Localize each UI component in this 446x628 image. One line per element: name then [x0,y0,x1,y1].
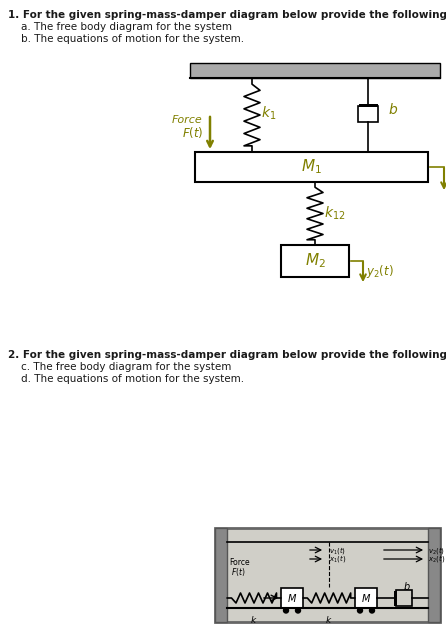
Circle shape [358,608,363,613]
Bar [358,106,378,122]
Text: $x_1(t)$: $x_1(t)$ [329,553,346,565]
Text: Force: Force [172,115,203,125]
Text: $M$: $M$ [361,592,371,604]
Bar [396,590,412,606]
Bar [355,588,377,608]
Bar [215,528,440,622]
Text: $F(t)$: $F(t)$ [231,566,246,578]
Text: b. The equations of motion for the system.: b. The equations of motion for the syste… [8,34,244,44]
Bar [195,152,428,182]
Bar [190,63,440,78]
Bar [215,528,227,622]
Text: d. The equations of motion for the system.: d. The equations of motion for the syste… [8,374,244,384]
Text: $k_{12}$: $k_{12}$ [324,205,346,222]
Circle shape [369,608,375,613]
Text: 1. For the given spring-mass-damper diagram below provide the following:: 1. For the given spring-mass-damper diag… [8,10,446,20]
Circle shape [284,608,289,613]
Circle shape [296,608,301,613]
Text: $v_1(t)$: $v_1(t)$ [329,544,346,556]
Text: $x_2(t)$: $x_2(t)$ [428,553,445,565]
Text: $k_1$: $k_1$ [261,104,276,122]
Text: $F(t)$: $F(t)$ [182,124,203,139]
Bar [281,588,303,608]
Text: $k$: $k$ [250,614,258,625]
Text: Force: Force [229,558,250,567]
Text: $b$: $b$ [388,102,398,117]
Text: $M_2$: $M_2$ [305,252,326,270]
Text: $y_2(t)$: $y_2(t)$ [366,263,394,279]
Bar [281,245,349,277]
Text: $v_2(t)$: $v_2(t)$ [428,544,445,556]
Text: $M_1$: $M_1$ [301,158,322,176]
Text: a. The free body diagram for the system: a. The free body diagram for the system [8,22,232,32]
Text: c. The free body diagram for the system: c. The free body diagram for the system [8,362,231,372]
Text: $M$: $M$ [287,592,297,604]
Text: $b$: $b$ [403,580,410,592]
Bar [428,528,440,622]
Text: 2. For the given spring-mass-damper diagram below provide the following:: 2. For the given spring-mass-damper diag… [8,350,446,360]
Text: $k$: $k$ [325,614,333,625]
